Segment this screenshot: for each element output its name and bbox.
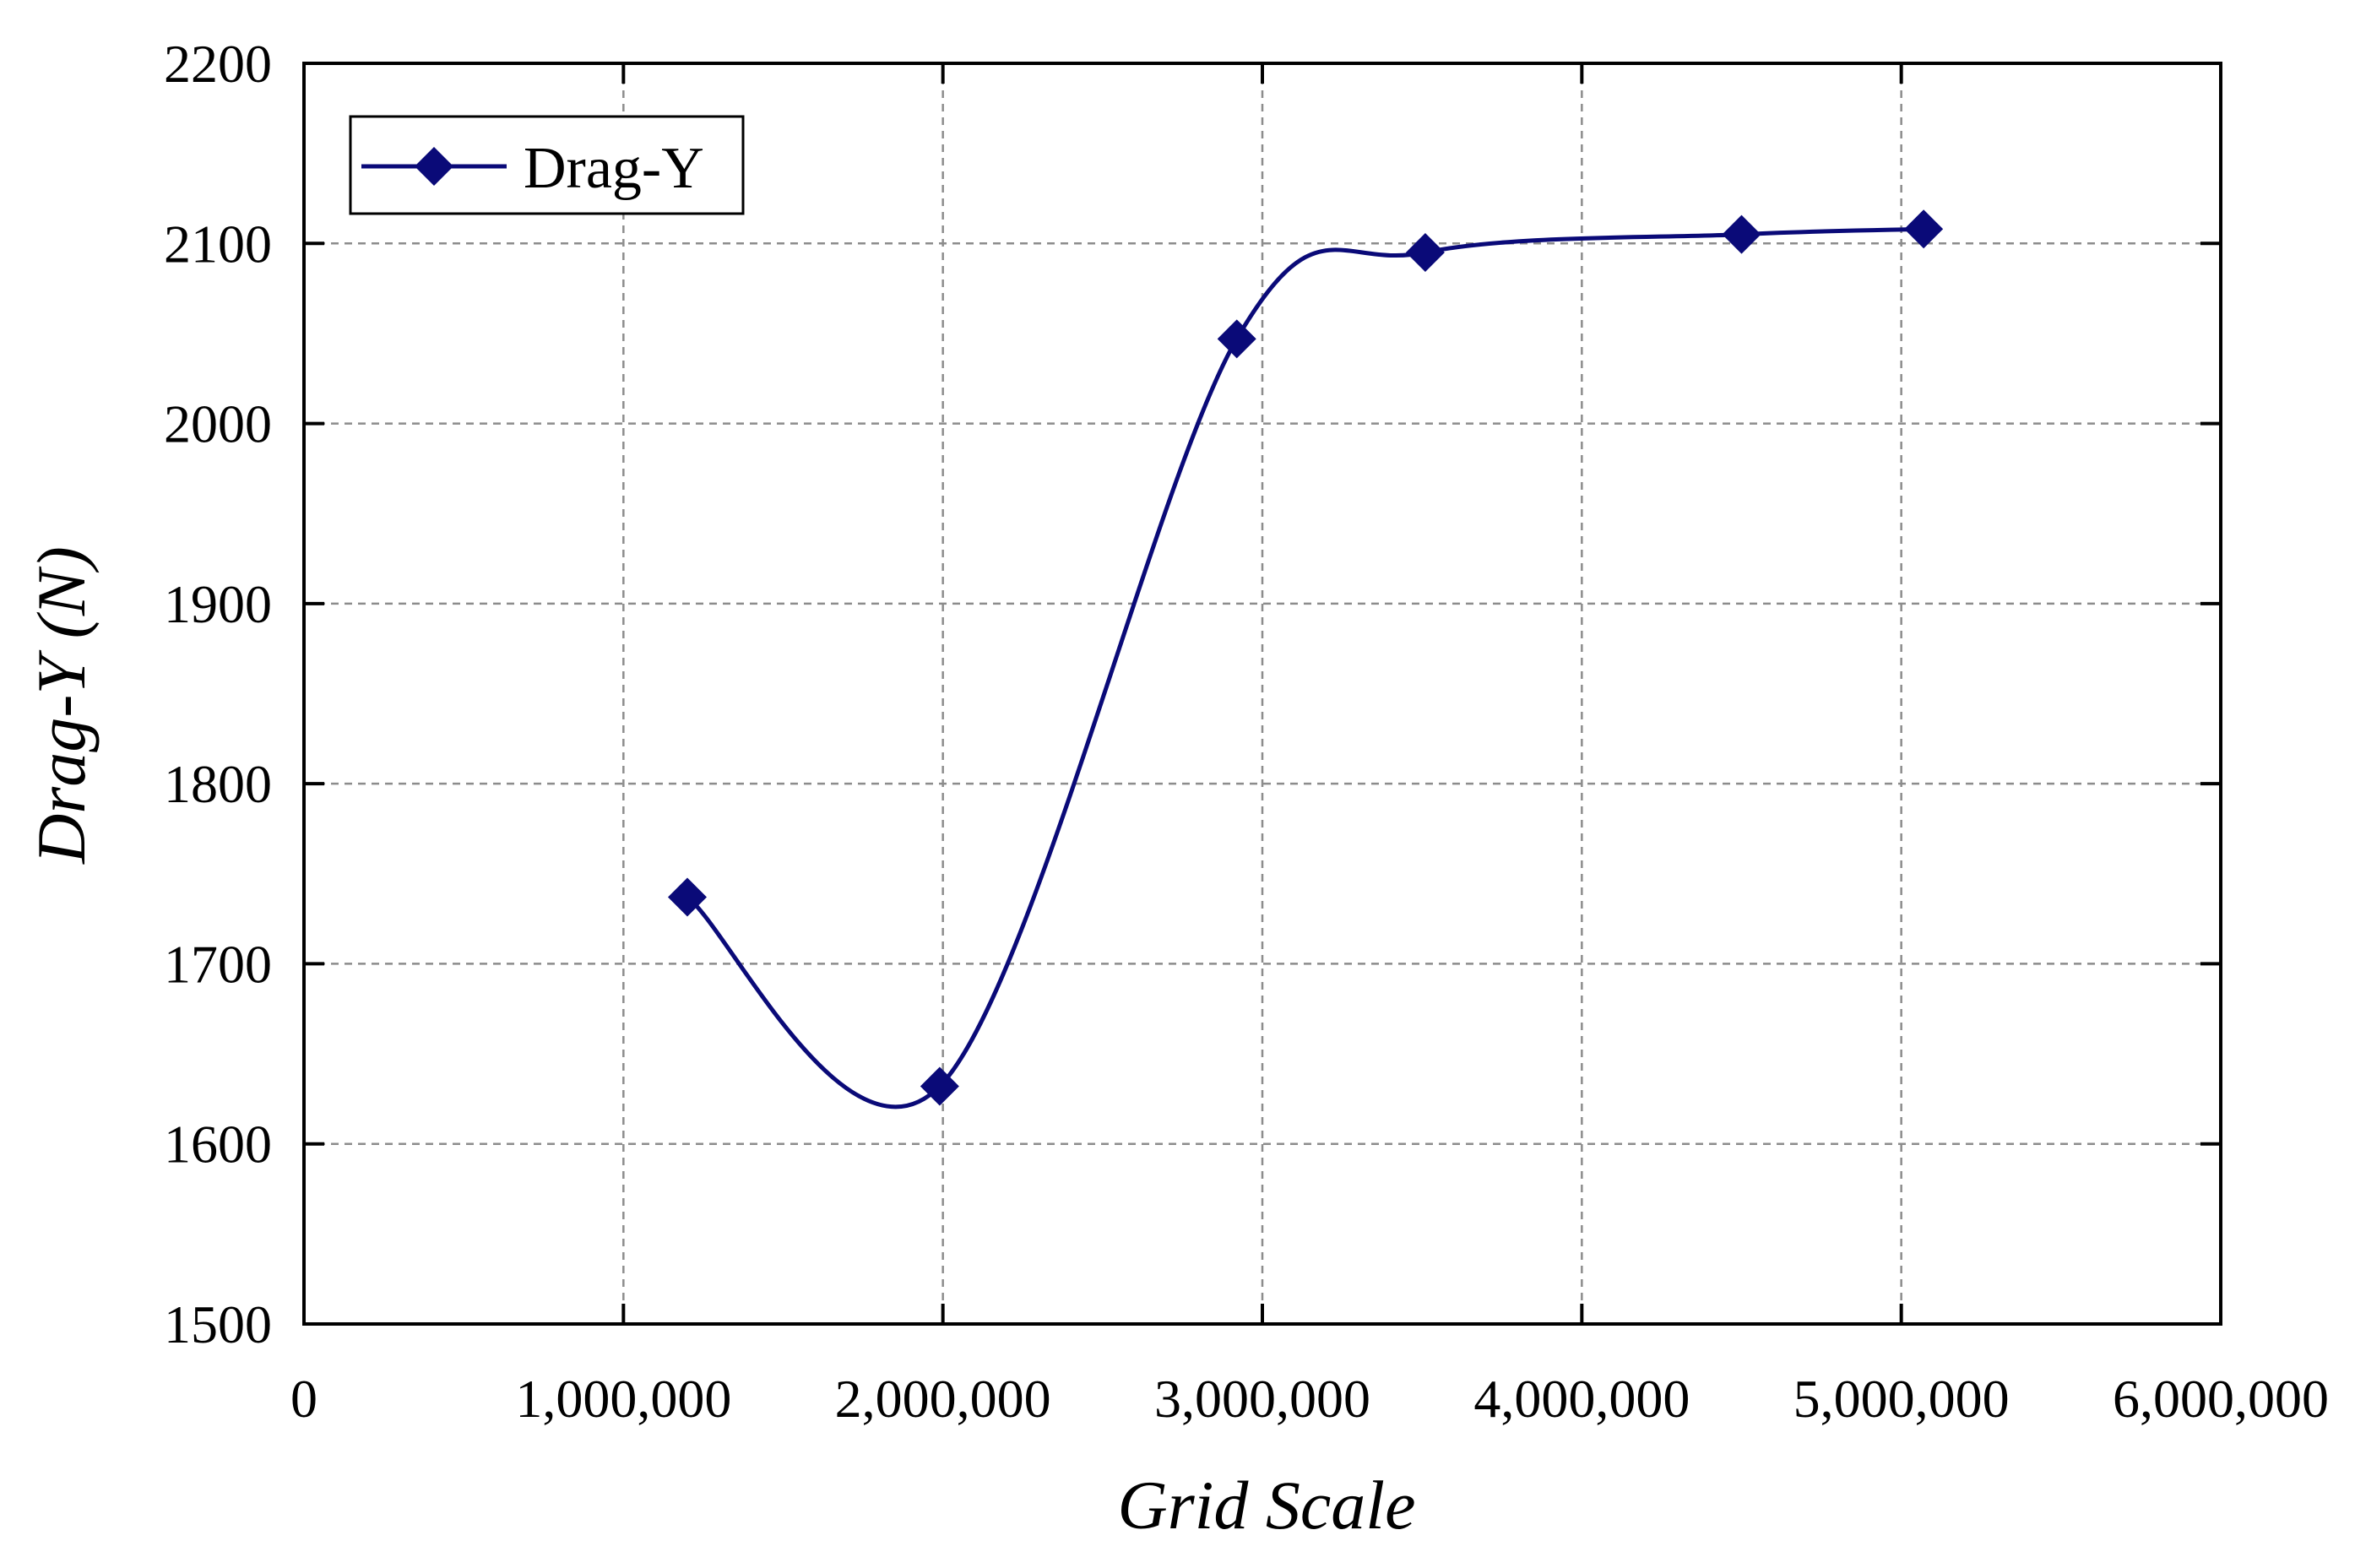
legend-label-drag-y: Drag-Y bbox=[524, 136, 704, 201]
data-point-marker bbox=[1217, 319, 1256, 359]
legend-marker-drag-y bbox=[415, 147, 453, 186]
x-tick-label: 5,000,000 bbox=[1793, 1369, 2010, 1429]
x-tick-label: 1,000,000 bbox=[515, 1369, 731, 1429]
y-tick-label: 1900 bbox=[164, 574, 272, 634]
data-point-marker bbox=[920, 1066, 959, 1106]
x-tick-label: 0 bbox=[290, 1369, 317, 1429]
data-point-marker bbox=[668, 877, 707, 917]
x-tick-label: 2,000,000 bbox=[835, 1369, 1051, 1429]
y-tick-label: 1500 bbox=[164, 1294, 272, 1354]
y-axis-title: Drag-Y (N) bbox=[23, 546, 100, 865]
grid-lines bbox=[304, 63, 2221, 1324]
data-point-marker bbox=[1405, 232, 1445, 272]
legend: Drag-Y bbox=[349, 115, 745, 215]
y-tick-label: 1800 bbox=[164, 754, 272, 814]
x-tick-label: 3,000,000 bbox=[1154, 1369, 1370, 1429]
series-markers-drag-y bbox=[668, 209, 1944, 1106]
plot-area-frame bbox=[302, 62, 2222, 1326]
y-tick-label: 2200 bbox=[164, 34, 272, 94]
x-axis-title: Grid Scale bbox=[1118, 1467, 1416, 1544]
x-tick-labels: 0 1,000,000 2,000,000 3,000,000 4,000,000 5,0… bbox=[290, 1369, 2329, 1429]
data-point-marker bbox=[1722, 214, 1761, 254]
y-tick-label: 1700 bbox=[164, 934, 272, 994]
y-tick-label: 2100 bbox=[164, 214, 272, 274]
y-tick-labels: 1500 1600 1700 1800 1900 2000 2100 2200 bbox=[164, 34, 272, 1354]
x-tick-label: 6,000,000 bbox=[2113, 1369, 2329, 1429]
data-point-marker bbox=[1904, 209, 1944, 249]
x-tick-label: 4,000,000 bbox=[1473, 1369, 1690, 1429]
y-tick-label: 2000 bbox=[164, 394, 272, 454]
y-tick-label: 1600 bbox=[164, 1115, 272, 1175]
